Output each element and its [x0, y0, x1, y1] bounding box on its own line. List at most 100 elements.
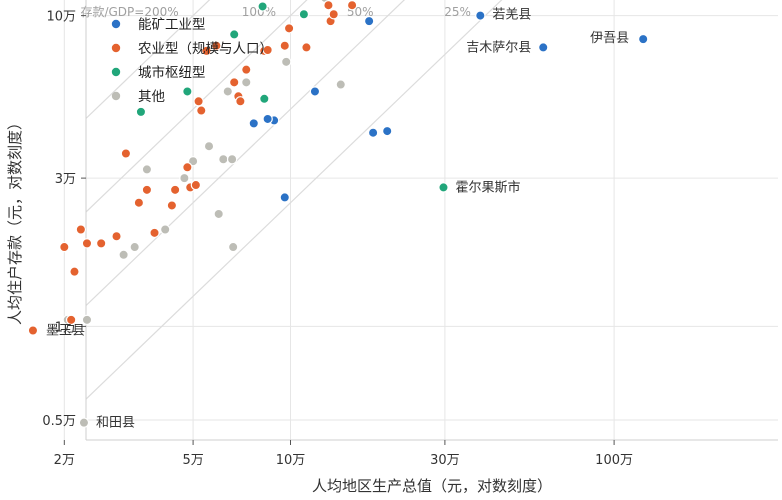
data-point	[141, 164, 153, 175]
data-point	[229, 29, 240, 40]
data-point	[182, 86, 193, 97]
data-point	[65, 314, 77, 326]
data-point	[75, 224, 87, 235]
data-point	[259, 93, 270, 104]
legend-marker	[111, 91, 121, 101]
reference-line-labels: 存款/GDP=200% 100% 50% 25%	[80, 5, 470, 19]
data-point	[129, 241, 140, 253]
x-tick-label: 100万	[595, 453, 633, 468]
data-point	[637, 33, 649, 45]
data-point	[81, 238, 93, 249]
point-labels: 和田县墨玉县阿克苏市霍尔果斯市奎屯市库尔勒市若羌县伊吾县吉木萨尔县	[46, 7, 629, 431]
data-point	[159, 224, 171, 235]
data-point	[241, 64, 252, 75]
data-point	[59, 241, 70, 253]
reference-lines	[86, 0, 503, 400]
data-point	[193, 96, 204, 107]
data-point	[248, 118, 259, 129]
data-point	[241, 77, 252, 88]
data-point	[222, 86, 233, 97]
data-point	[179, 172, 190, 184]
data-point	[182, 162, 193, 173]
reference-line	[86, 0, 406, 307]
legend-marker	[111, 67, 121, 77]
legend-label: 农业型（规模与人口）	[138, 41, 273, 57]
reference-line-label: 100%	[242, 5, 276, 19]
reference-line-label: 25%	[444, 5, 471, 19]
data-point	[301, 42, 312, 53]
point-label: 伊吾县	[590, 31, 629, 46]
data-point	[227, 241, 239, 253]
data-point	[169, 184, 181, 196]
reference-line	[86, 0, 211, 120]
data-point	[81, 314, 93, 326]
grid	[63, 0, 778, 440]
data-point	[166, 200, 178, 211]
reference-line	[86, 0, 503, 400]
data-point	[196, 105, 207, 116]
data-point	[279, 40, 290, 51]
x-axis-title: 人均地区生产总值（元，对数刻度）	[312, 477, 552, 495]
data-point	[328, 9, 339, 20]
data-point	[235, 96, 246, 107]
y-tick-label: 3万	[55, 172, 76, 187]
data-point	[279, 192, 290, 203]
data-point	[346, 0, 358, 11]
data-point	[309, 86, 321, 97]
data-point	[281, 56, 292, 68]
data-point	[323, 0, 334, 11]
data-point	[190, 179, 202, 191]
data-point	[118, 249, 129, 260]
data-point	[201, 45, 212, 57]
data-point	[262, 44, 273, 56]
legend-label: 其他	[138, 89, 165, 105]
data-point	[213, 208, 224, 220]
reference-line	[86, 0, 308, 213]
data-point	[363, 15, 375, 27]
data-point	[78, 417, 90, 428]
data-point	[141, 184, 153, 196]
data-point	[120, 148, 132, 159]
x-tick-label: 5万	[182, 453, 203, 468]
data-point	[149, 227, 160, 239]
data-point	[27, 325, 39, 336]
data-point	[283, 23, 295, 34]
data-point	[226, 154, 238, 165]
data-point	[95, 238, 107, 249]
point-label: 若羌县	[492, 7, 531, 23]
data-point	[298, 9, 310, 20]
data-point	[335, 79, 346, 90]
point-label: 和田县	[96, 416, 135, 431]
point-label: 墨玉县	[46, 324, 85, 339]
legend-marker	[111, 19, 121, 29]
point-label: 霍尔果斯市	[455, 179, 520, 195]
legend-marker	[111, 43, 121, 53]
data-points	[27, 0, 649, 428]
data-point	[229, 77, 240, 88]
data-point	[218, 154, 229, 165]
point-label: 吉木萨尔县	[466, 40, 531, 55]
data-point	[211, 40, 222, 51]
data-point	[203, 141, 215, 152]
data-point	[69, 266, 80, 277]
data-point	[262, 113, 273, 125]
plot-frame	[85, 0, 778, 441]
legend-label: 城市枢纽型	[138, 64, 206, 81]
y-tick-label: 0.5万	[42, 414, 76, 429]
data-point	[475, 10, 486, 21]
legend-label: 能矿工业型	[138, 17, 206, 33]
data-point	[111, 231, 122, 242]
y-axis-title: 人均住户存款（元，对数刻度）	[6, 115, 24, 325]
data-point	[367, 127, 379, 138]
y-tick-label: 10万	[46, 10, 76, 25]
data-point	[538, 42, 549, 53]
x-tick-label: 30万	[430, 453, 460, 468]
data-point	[133, 197, 145, 208]
reference-line-label: 存款/GDP=200%	[80, 5, 178, 19]
data-point	[382, 125, 393, 137]
data-point	[257, 1, 268, 12]
data-point	[135, 106, 147, 118]
